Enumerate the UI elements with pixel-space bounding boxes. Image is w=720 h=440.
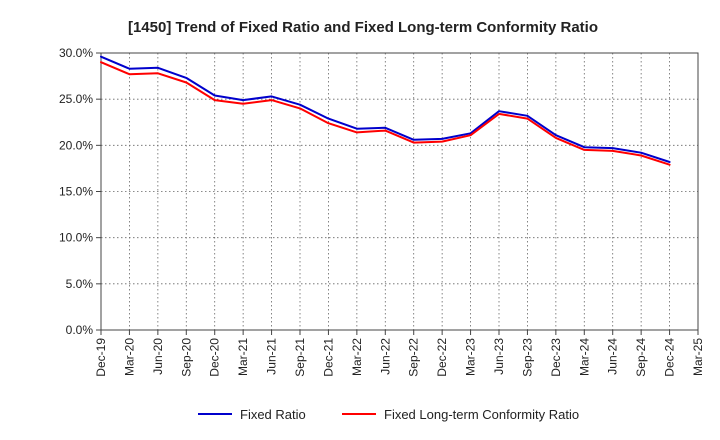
x-tick-label: Dec-20 bbox=[208, 338, 222, 377]
x-tick-label: Jun-20 bbox=[151, 338, 165, 375]
series-line-fixed-ratio bbox=[100, 55, 671, 163]
legend: Fixed Ratio Fixed Long-term Conformity Ra… bbox=[198, 407, 579, 422]
series-lines bbox=[100, 55, 671, 166]
x-tick-label: Jun-22 bbox=[378, 338, 392, 375]
y-tick-label: 0.0% bbox=[66, 323, 94, 337]
x-tick-label: Mar-21 bbox=[236, 338, 250, 376]
x-tick-label: Sep-22 bbox=[407, 338, 421, 377]
y-tick-label: 10.0% bbox=[59, 231, 93, 245]
y-tick-label: 20.0% bbox=[59, 138, 93, 152]
y-tick-label: 5.0% bbox=[66, 277, 94, 291]
grid bbox=[101, 53, 698, 330]
x-tick-label: Mar-25 bbox=[691, 338, 705, 376]
x-tick-label: Dec-24 bbox=[663, 338, 677, 377]
legend-item: Fixed Ratio bbox=[198, 407, 306, 422]
x-tick-label: Mar-20 bbox=[122, 338, 136, 376]
plot-area-frame bbox=[100, 52, 699, 331]
x-tick-label: Dec-19 bbox=[94, 338, 108, 377]
x-tick-label: Sep-21 bbox=[293, 338, 307, 377]
series-line-fixed-long-term-conformity-ratio bbox=[100, 61, 671, 166]
y-tick-labels: 0.0% 5.0% 10.0% 15.0% 20.0% 25.0% 30.0% bbox=[59, 46, 93, 337]
x-tick-label: Mar-24 bbox=[577, 338, 591, 376]
x-tick-label: Dec-22 bbox=[435, 338, 449, 377]
legend-label: Fixed Ratio bbox=[240, 407, 306, 422]
x-tick-label: Jun-23 bbox=[492, 338, 506, 375]
x-tick-label: Sep-23 bbox=[520, 338, 534, 377]
legend-label: Fixed Long-term Conformity Ratio bbox=[384, 407, 579, 422]
x-tick-label: Jun-21 bbox=[265, 338, 279, 375]
x-tick-label: Sep-20 bbox=[179, 338, 193, 377]
chart-title: [1450] Trend of Fixed Ratio and Fixed Lo… bbox=[128, 19, 598, 36]
x-tick-label: Dec-23 bbox=[549, 338, 563, 377]
axes bbox=[96, 52, 699, 335]
x-tick-label: Sep-24 bbox=[634, 338, 648, 377]
y-tick-label: 25.0% bbox=[59, 92, 93, 106]
x-tick-label: Dec-21 bbox=[321, 338, 335, 377]
x-tick-label: Jun-24 bbox=[606, 338, 620, 375]
y-tick-label: 15.0% bbox=[59, 185, 93, 199]
x-tick-label: Mar-23 bbox=[464, 338, 478, 376]
x-tick-label: Mar-22 bbox=[350, 338, 364, 376]
x-tick-labels: Dec-19 Mar-20 Jun-20 Sep-20 Dec-20 Mar-21 Jun-… bbox=[94, 338, 705, 377]
legend-item: Fixed Long-term Conformity Ratio bbox=[342, 407, 579, 422]
y-tick-label: 30.0% bbox=[59, 46, 93, 60]
